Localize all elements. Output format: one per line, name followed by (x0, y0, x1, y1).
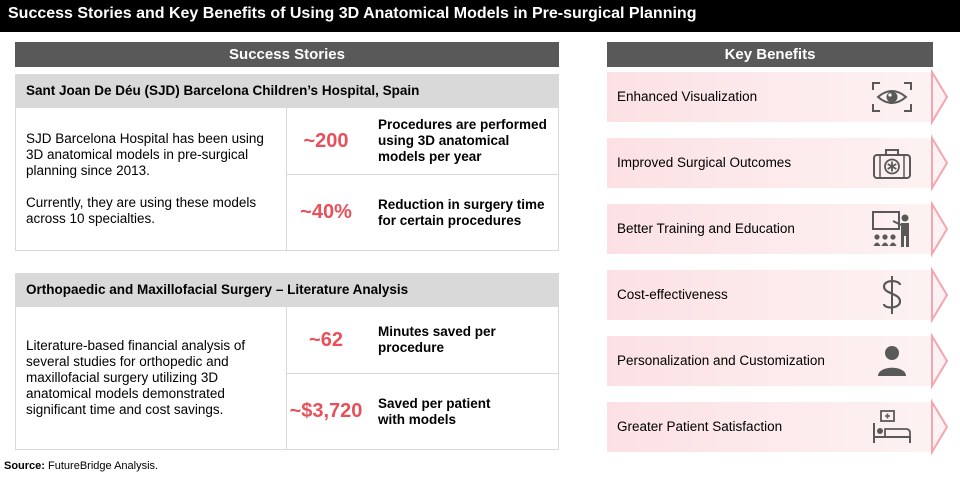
benefit-item-satisfaction: Greater Patient Satisfaction (607, 398, 949, 456)
stats-column: ~200 Procedures are performed using 3D a… (287, 108, 558, 250)
chevron-right-icon (931, 398, 949, 456)
source-text: FutureBridge Analysis. (48, 460, 159, 472)
card-body: SJD Barcelona Hospital has been using 3D… (15, 108, 559, 251)
stat-label: Saved per patient with models (378, 395, 491, 427)
stat-row: ~$3,720 Saved per patient with models (287, 373, 558, 449)
card-title: Sant Joan De Déu (SJD) Barcelona Childre… (15, 74, 559, 108)
stat-row: ~62 Minutes saved per procedure (287, 307, 558, 373)
page-title: Success Stories and Key Benefits of Usin… (8, 5, 697, 22)
success-story-card-sjd: Sant Joan De Déu (SJD) Barcelona Childre… (15, 74, 559, 251)
benefit-label: Improved Surgical Outcomes (617, 155, 792, 170)
benefit-label: Greater Patient Satisfaction (617, 419, 783, 434)
stat-label: Procedures are performed using 3D anatom… (378, 117, 547, 164)
stat-value: ~40% (300, 201, 352, 223)
success-stories-header: Success Stories (15, 42, 559, 67)
stat-label: Minutes saved per procedure (378, 324, 496, 355)
description-paragraph: Literature-based financial analysis of s… (26, 338, 246, 417)
source-label: Source: (4, 460, 45, 472)
stat-value: ~200 (303, 129, 349, 152)
description-paragraph: SJD Barcelona Hospital has been using 3D… (26, 131, 264, 178)
stat-value: ~$3,720 (289, 400, 363, 422)
card-body: Literature-based financial analysis of s… (15, 307, 559, 450)
benefit-item-outcomes: Improved Surgical Outcomes (607, 134, 949, 192)
teacher-presentation-icon (868, 204, 916, 254)
person-icon (868, 336, 916, 386)
card-description: SJD Barcelona Hospital has been using 3D… (16, 108, 287, 250)
benefit-label: Enhanced Visualization (617, 89, 758, 104)
benefit-item-cost: Cost-effectiveness (607, 266, 949, 324)
dollar-icon (868, 270, 916, 320)
stat-row: ~40% Reduction in surgery time for certa… (287, 174, 558, 250)
success-story-card-literature: Orthopaedic and Maxillofacial Surgery – … (15, 273, 559, 450)
chevron-right-icon (931, 200, 949, 258)
stat-label: Reduction in surgery time for certain pr… (378, 196, 545, 228)
chevron-right-icon (931, 332, 949, 390)
title-bar: Success Stories and Key Benefits of Usin… (0, 0, 960, 32)
benefit-label: Cost-effectiveness (617, 287, 728, 302)
benefit-label: Personalization and Customization (617, 353, 825, 368)
stat-value: ~62 (309, 328, 343, 351)
source-note: Source: FutureBridge Analysis. (4, 459, 158, 473)
medical-kit-icon (868, 138, 916, 188)
chevron-right-icon (931, 266, 949, 324)
benefit-item-visualization: Enhanced Visualization (607, 68, 949, 126)
card-description: Literature-based financial analysis of s… (16, 307, 287, 449)
benefit-item-personalization: Personalization and Customization (607, 332, 949, 390)
eye-scan-icon (868, 72, 916, 122)
card-title: Orthopaedic and Maxillofacial Surgery – … (15, 273, 559, 307)
description-paragraph: Currently, they are using these models a… (26, 195, 257, 226)
benefit-item-training: Better Training and Education (607, 200, 949, 258)
key-benefits-header: Key Benefits (607, 42, 933, 67)
stats-column: ~62 Minutes saved per procedure ~$3,720 … (287, 307, 558, 449)
benefit-label: Better Training and Education (617, 221, 795, 236)
chevron-right-icon (931, 68, 949, 126)
hospital-bed-icon (868, 402, 916, 452)
stat-row: ~200 Procedures are performed using 3D a… (287, 108, 558, 174)
chevron-right-icon (931, 134, 949, 192)
